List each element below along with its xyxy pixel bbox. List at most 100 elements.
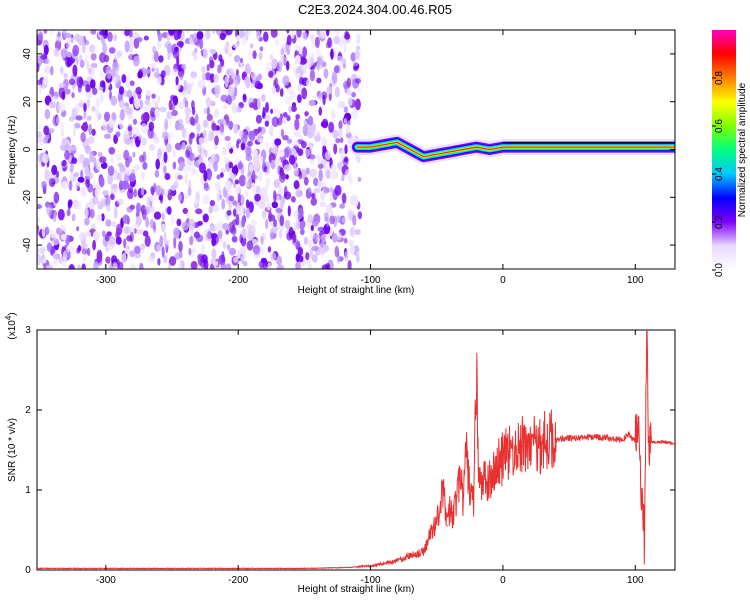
- noise-blob: [213, 130, 221, 137]
- noise-blob: [306, 78, 312, 88]
- noise-blob: [258, 171, 263, 182]
- noise-blob: [117, 261, 124, 269]
- noise-blob: [107, 31, 113, 42]
- noise-blob: [56, 116, 60, 125]
- noise-blob: [184, 107, 192, 115]
- noise-blob: [175, 252, 181, 260]
- noise-blob: [287, 205, 291, 217]
- noise-blob: [173, 181, 179, 189]
- noise-blob: [89, 44, 95, 54]
- noise-blob: [87, 136, 95, 144]
- noise-blob: [117, 162, 124, 168]
- noise-blob: [326, 86, 333, 95]
- noise-blob: [271, 85, 276, 94]
- noise-blob: [141, 208, 147, 221]
- noise-blob: [121, 180, 129, 190]
- noise-blob: [113, 206, 118, 219]
- noise-blob: [201, 65, 206, 74]
- noise-blob: [293, 210, 299, 216]
- noise-blob: [231, 166, 239, 175]
- noise-blob: [60, 48, 68, 58]
- noise-blob: [357, 176, 362, 182]
- noise-blob: [112, 262, 118, 269]
- snr-series-line: [37, 330, 675, 570]
- noise-blob: [141, 137, 147, 147]
- noise-blob: [89, 151, 95, 163]
- noise-blob: [124, 168, 132, 176]
- noise-blob: [304, 32, 308, 40]
- noise-blob: [352, 214, 357, 226]
- noise-blob: [279, 88, 284, 97]
- noise-blob: [320, 190, 325, 201]
- noise-blob: [282, 135, 289, 141]
- noise-blob: [114, 69, 119, 76]
- noise-blob: [139, 154, 145, 163]
- noise-blob: [120, 108, 125, 121]
- noise-blob: [37, 204, 43, 210]
- snr-data-point: [429, 533, 431, 535]
- snr-data-point: [171, 567, 173, 570]
- noise-blob: [155, 67, 160, 73]
- noise-blob: [133, 188, 137, 198]
- noise-blob: [330, 164, 337, 174]
- noise-blob: [203, 184, 210, 192]
- noise-blob: [355, 45, 361, 51]
- noise-blob: [179, 41, 184, 49]
- spectrogram-x-tick-label: 100: [627, 275, 644, 286]
- noise-blob: [274, 77, 279, 89]
- noise-blob: [325, 262, 331, 269]
- noise-blob: [208, 171, 212, 181]
- noise-blob: [310, 34, 316, 42]
- noise-blob: [288, 105, 292, 114]
- noise-blob: [284, 95, 292, 105]
- snr-data-point: [661, 441, 663, 443]
- noise-blob: [37, 253, 42, 265]
- noise-blob: [147, 256, 155, 263]
- noise-blob: [334, 64, 341, 74]
- noise-blob: [123, 238, 127, 249]
- noise-blob: [77, 245, 82, 252]
- noise-blob: [220, 94, 228, 102]
- noise-blob: [242, 36, 247, 46]
- noise-blob: [286, 232, 293, 241]
- noise-blob: [69, 37, 75, 44]
- noise-blob: [111, 221, 117, 228]
- noise-blob: [97, 204, 101, 210]
- noise-blob: [295, 44, 300, 52]
- colorbar-label: Normalized spectral amplitude: [737, 82, 748, 217]
- noise-blob: [60, 66, 64, 75]
- noise-blob: [222, 104, 228, 110]
- noise-blob: [163, 231, 167, 244]
- noise-blob: [246, 240, 254, 251]
- noise-blob: [195, 113, 199, 124]
- noise-blob: [108, 119, 116, 128]
- noise-blob: [75, 115, 83, 121]
- noise-blob: [189, 235, 194, 246]
- noise-blob: [308, 99, 316, 107]
- noise-blob: [161, 246, 165, 258]
- noise-blob: [264, 114, 271, 122]
- noise-blob: [228, 247, 237, 256]
- snr-data-point: [491, 469, 493, 471]
- noise-blob: [202, 119, 209, 128]
- spectrogram-signal-trace: [349, 134, 675, 165]
- snr-data-point: [452, 515, 454, 517]
- noise-blob: [151, 93, 156, 99]
- noise-blob: [337, 100, 344, 109]
- spectrogram-y-tick-label: -20: [22, 190, 33, 205]
- noise-blob: [294, 118, 300, 131]
- noise-blob: [259, 46, 264, 52]
- noise-blob: [307, 214, 314, 223]
- noise-blob: [159, 106, 167, 113]
- noise-blob: [222, 241, 227, 249]
- noise-blob: [343, 106, 348, 113]
- noise-blob: [231, 235, 238, 243]
- noise-blob: [350, 52, 356, 62]
- noise-blob: [233, 256, 239, 263]
- noise-blob: [224, 180, 232, 192]
- noise-blob: [329, 215, 336, 225]
- noise-blob: [311, 254, 318, 263]
- noise-blob: [66, 245, 70, 253]
- noise-blob: [212, 203, 220, 213]
- noise-blob: [93, 157, 97, 168]
